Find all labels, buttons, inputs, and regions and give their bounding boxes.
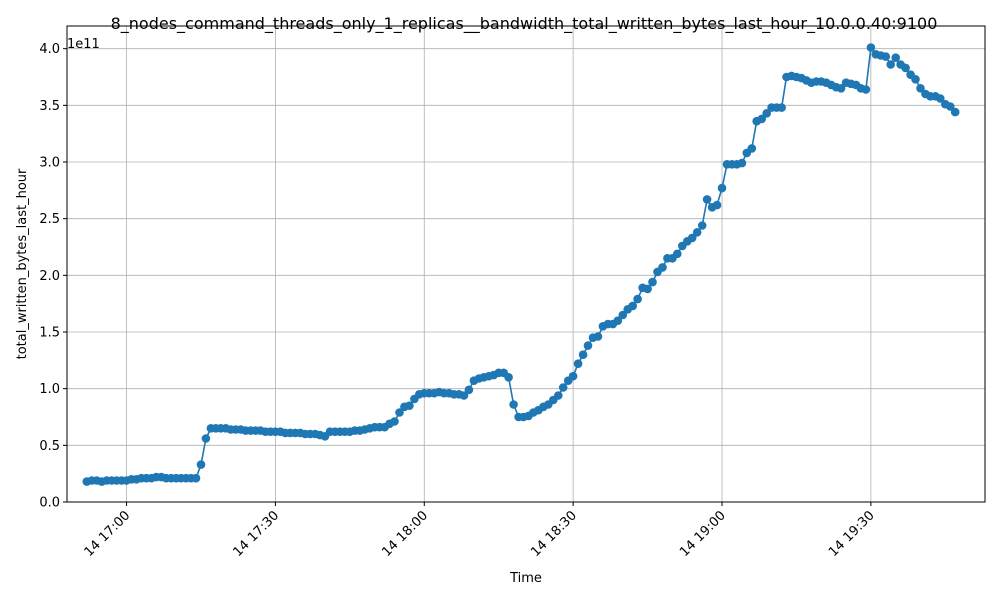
data-point	[658, 263, 667, 272]
data-point	[459, 391, 469, 400]
data-point	[687, 233, 697, 243]
data-point	[886, 60, 895, 69]
data-point	[405, 401, 414, 411]
data-point	[648, 277, 657, 287]
data-point	[578, 350, 588, 360]
data-point	[866, 43, 876, 52]
x-tick-label: 14 17:30	[231, 508, 283, 560]
data-point	[196, 460, 206, 469]
y-tick-label: 2.5	[39, 212, 60, 227]
data-point	[390, 417, 399, 426]
y-tick-label: 0.0	[39, 496, 60, 511]
chart-title: 8_nodes_command_threads_only_1_replicas_…	[111, 14, 938, 34]
data-point	[643, 284, 652, 294]
x-tick-label: 14 19:30	[826, 508, 878, 560]
data-point	[950, 107, 960, 117]
data-point	[554, 391, 563, 400]
grid	[67, 26, 985, 503]
y-tick-label: 0.5	[39, 439, 60, 454]
y-tick-label: 1.5	[39, 326, 60, 341]
data-point	[613, 316, 623, 326]
data-point	[191, 473, 201, 483]
y-tick-label: 2.0	[39, 269, 60, 284]
y-tick-label: 1.0	[39, 382, 60, 397]
data-point	[747, 144, 757, 153]
data-point	[583, 341, 593, 350]
data-point	[573, 359, 583, 369]
data-point	[936, 94, 945, 103]
data-point	[464, 385, 474, 395]
data-point	[395, 408, 404, 417]
data-point	[916, 84, 925, 93]
data-point	[757, 114, 766, 124]
x-axis-title: Time	[509, 571, 542, 586]
data-point	[697, 221, 707, 230]
y-tick-label: 4.0	[39, 42, 60, 57]
data-point	[504, 373, 513, 382]
data-point	[836, 84, 846, 93]
x-tick-label: 14 17:00	[82, 508, 134, 560]
data-point	[946, 102, 955, 111]
series-markers	[82, 43, 960, 486]
data-point	[762, 109, 771, 118]
data-point	[901, 63, 910, 73]
plot-area	[66, 25, 986, 503]
y-axis-title: total_written_bytes_last_hour	[15, 168, 30, 359]
data-point	[712, 200, 722, 210]
data-point	[201, 434, 211, 443]
x-tick-label: 14 18:30	[528, 508, 580, 560]
data-point	[633, 294, 642, 304]
data-point	[891, 53, 900, 62]
x-tick-label: 14 18:00	[379, 508, 431, 560]
y-tick-label: 3.0	[39, 156, 60, 171]
data-point	[911, 75, 920, 84]
data-point	[692, 228, 702, 237]
y-tick-label: 3.5	[39, 99, 60, 114]
data-point	[737, 158, 747, 168]
y-multiplier-label: 1e11	[67, 37, 100, 52]
data-point	[777, 103, 786, 112]
data-point	[717, 183, 727, 193]
data-point	[628, 301, 637, 311]
data-point	[618, 310, 628, 320]
data-point	[568, 371, 578, 381]
data-point	[509, 400, 518, 409]
x-tick-label: 14 19:00	[677, 508, 729, 560]
data-point	[558, 383, 568, 392]
data-point	[593, 332, 603, 341]
data-point	[702, 195, 712, 204]
data-point	[673, 249, 682, 259]
data-point	[881, 52, 891, 61]
data-point	[861, 85, 871, 94]
